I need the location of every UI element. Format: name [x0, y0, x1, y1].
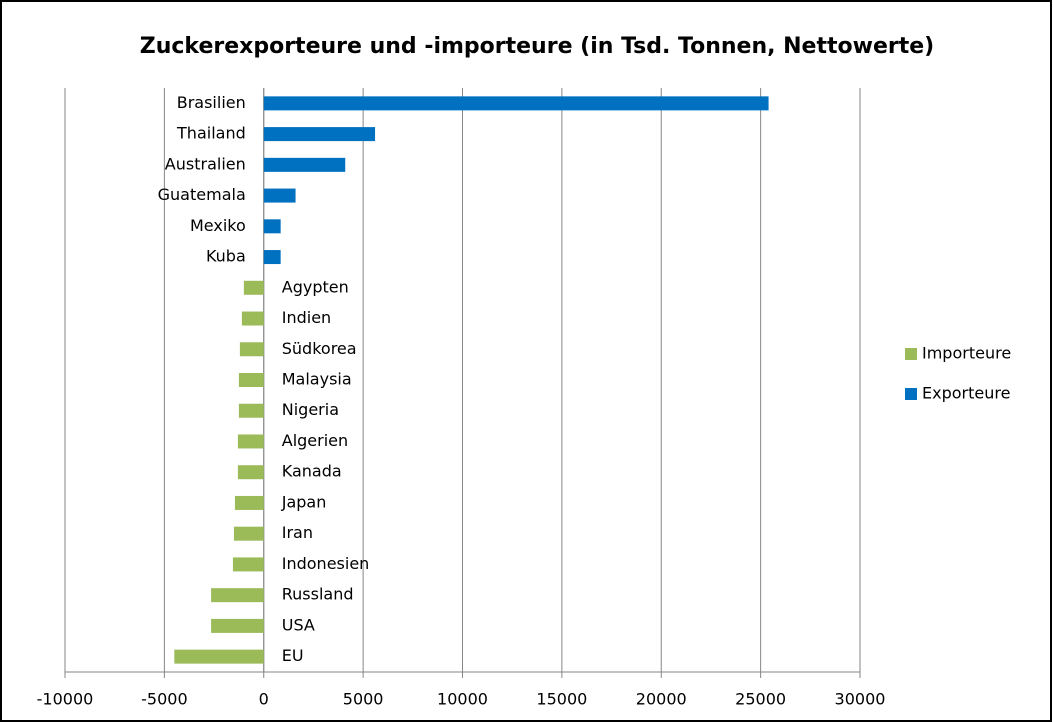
y-tick-label: Agypten	[282, 277, 349, 296]
y-tick-label: Guatemala	[158, 185, 246, 204]
y-tick-label: Indien	[282, 308, 331, 327]
y-tick-label: Russland	[282, 585, 354, 604]
bar	[238, 373, 264, 387]
bar	[243, 280, 264, 295]
y-tick-label: Iran	[282, 523, 313, 542]
y-tick-label: Thailand	[176, 124, 246, 143]
y-tick-label: Australien	[165, 154, 246, 173]
y-tick-label: Indonesien	[282, 554, 370, 573]
legend-label: Importeure	[922, 344, 1011, 363]
legend-swatch	[905, 388, 917, 400]
bar	[263, 157, 346, 172]
bar	[263, 250, 281, 265]
bar	[211, 618, 264, 633]
bar	[233, 526, 264, 541]
bar	[232, 557, 264, 572]
bar	[263, 219, 281, 234]
y-tick-label: Malaysia	[282, 370, 352, 389]
y-tick-label: Algerien	[282, 431, 348, 450]
y-tick-label: Brasilien	[177, 93, 246, 112]
x-tick-label: 0	[259, 690, 269, 709]
x-tick-label: 15000	[536, 690, 587, 709]
bar	[263, 96, 769, 111]
y-tick-label: Mexiko	[190, 216, 246, 235]
bar	[239, 342, 264, 357]
x-tick-label: 10000	[437, 690, 488, 709]
legend-swatch	[905, 348, 917, 360]
y-tick-label: Japan	[281, 492, 327, 511]
bar	[174, 649, 264, 664]
x-tick-label: 30000	[835, 690, 886, 709]
y-tick-label: Südkorea	[282, 339, 357, 358]
y-tick-label: USA	[282, 615, 315, 634]
bar	[238, 403, 264, 418]
bar	[237, 434, 264, 449]
y-tick-label: Kuba	[206, 247, 246, 266]
x-tick-label: 25000	[735, 690, 786, 709]
bar	[263, 188, 296, 203]
y-tick-label: Nigeria	[282, 400, 339, 419]
y-tick-label: EU	[282, 646, 304, 665]
y-tick-label: Kanada	[282, 462, 342, 481]
x-tick-label: -5000	[141, 690, 188, 709]
x-tick-label: -10000	[37, 690, 94, 709]
x-tick-label: 20000	[636, 690, 687, 709]
bar	[263, 127, 376, 142]
bar	[237, 465, 264, 480]
chart-title: Zuckerexporteure und -importeure (in Tsd…	[140, 34, 934, 59]
bar	[211, 588, 264, 603]
x-tick-label: 5000	[343, 690, 384, 709]
bar	[241, 311, 264, 326]
bar	[234, 495, 264, 510]
legend-label: Exporteure	[922, 384, 1010, 403]
